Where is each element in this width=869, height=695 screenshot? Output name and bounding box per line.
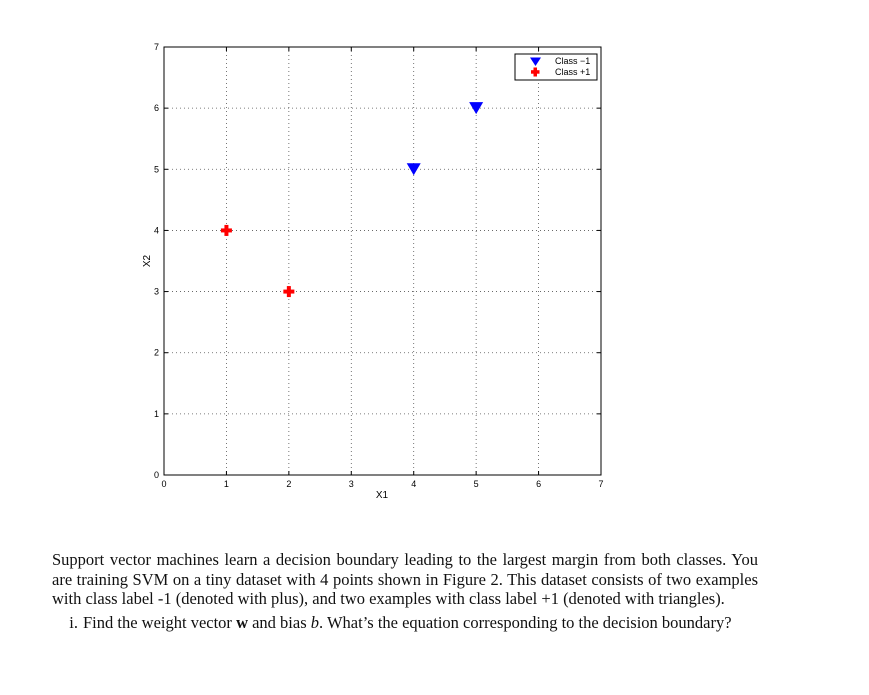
question-text-part3: . What’s the equation corresponding to t…	[319, 612, 732, 632]
plus-point	[283, 286, 295, 298]
x-tick-label: 3	[349, 479, 354, 489]
x-tick-label: 1	[224, 479, 229, 489]
plot-area	[163, 46, 602, 476]
y-tick-label: 4	[154, 225, 159, 235]
legend-label-class-plus1: Class +1	[555, 67, 590, 77]
x-tick-label: 0	[161, 479, 166, 489]
x-tick-label: 4	[411, 479, 416, 489]
question-text-part2: and bias	[247, 612, 311, 632]
x-tick-label: 7	[598, 479, 603, 489]
question-item: i. Find the weight vector w and bias b. …	[52, 613, 758, 633]
question-body: Find the weight vector w and bias b. Wha…	[83, 613, 758, 633]
axis-ticks: 0 1 2 3 4 5 6 7 0 1 2 3 4 5 6 7	[154, 42, 604, 489]
question-number: i.	[69, 612, 78, 632]
legend-box	[514, 53, 598, 81]
x-axis-label: X1	[376, 490, 389, 501]
y-axis-label: X2	[142, 254, 153, 267]
scatter-chart: 0 1 2 3 4 5 6 7 0 1 2 3 4 5 6 7 X1 X2 Class −1 Class +1	[142, 42, 604, 501]
data-points	[220, 102, 484, 298]
grid-lines	[164, 47, 601, 475]
y-tick-label: 1	[154, 409, 159, 419]
weight-vector-symbol: w	[236, 612, 248, 632]
y-tick-label: 7	[154, 42, 159, 52]
legend: Class −1 Class +1	[514, 53, 598, 81]
triangle-point	[469, 102, 484, 115]
y-tick-label: 3	[154, 287, 159, 297]
plus-point	[220, 224, 232, 236]
x-tick-label: 2	[286, 479, 291, 489]
x-tick-label: 6	[536, 479, 541, 489]
y-tick-label: 0	[154, 470, 159, 480]
problem-paragraph: Support vector machines learn a decision…	[52, 550, 758, 608]
y-tick-label: 5	[154, 164, 159, 174]
question-text-part1: Find the weight vector	[83, 612, 237, 632]
y-tick-label: 6	[154, 103, 159, 113]
bias-symbol: b	[310, 612, 320, 632]
x-tick-label: 5	[474, 479, 479, 489]
question-text-block: Support vector machines learn a decision…	[52, 550, 758, 632]
y-tick-label: 2	[154, 348, 159, 358]
triangle-point	[406, 163, 421, 176]
legend-marker-class-minus1	[530, 57, 541, 66]
legend-marker-class-plus1	[531, 67, 540, 77]
legend-label-class-minus1: Class −1	[555, 56, 590, 66]
